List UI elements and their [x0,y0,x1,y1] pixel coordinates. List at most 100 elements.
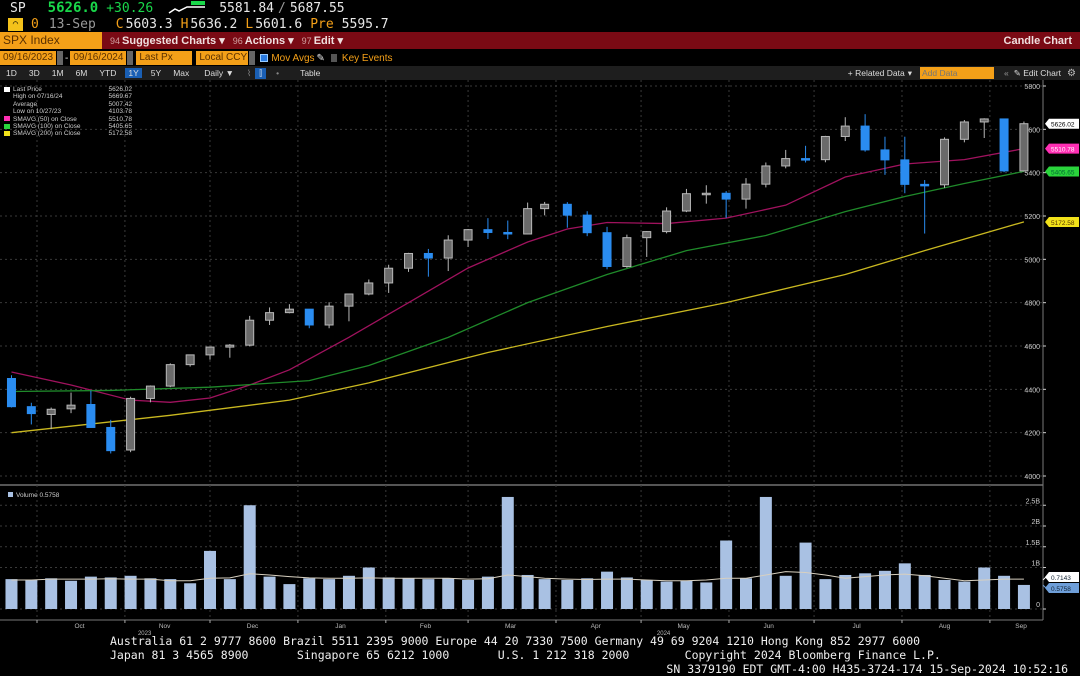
period-3d[interactable]: 3D [28,68,40,78]
volume-bar [779,575,792,609]
volume-tick-label: 0 [1036,602,1040,609]
volume-value-tag: 0.5758 [1051,586,1071,593]
period-1m[interactable]: 1M [51,68,64,78]
start-date-spinner[interactable] [57,51,63,65]
candle-chart-icon[interactable]: ⫿ [255,67,267,79]
price-value-tag-bg [1045,118,1079,129]
pencil-icon[interactable]: ✎ [316,52,325,64]
candle-body [503,231,513,235]
volume-bar [124,575,137,609]
candle-body [364,282,374,295]
suggested-charts-menu[interactable]: 94 Suggested Charts ▾ [110,35,225,47]
candle-body [959,121,969,140]
candle-body [463,229,473,241]
end-date-field[interactable]: 09/16/2024 [70,51,127,65]
volume-tick-label: 2.5B [1026,498,1041,505]
candle-body [205,346,215,356]
related-data-button[interactable]: + Related Data [847,68,905,78]
candle-body [701,192,711,196]
legend-swatch [4,109,10,114]
price-value-tag-bg [1045,166,1079,177]
legend-value: 5405.65 [108,123,133,131]
add-data-input[interactable] [920,67,995,79]
settings-gear-icon[interactable]: ⚙ [1067,67,1076,79]
price-value-tag: 5405.65 [1051,169,1075,176]
legend-item: High on 07/16/24 5669.67 [4,93,132,100]
mov-avgs-checkbox[interactable] [260,54,269,62]
price-panel [0,80,1043,484]
volume-value-tag-bg [1045,572,1079,583]
candle-body [741,183,751,200]
volume-value-tag: 0.7143 [1051,575,1071,582]
month-label: Aug [939,623,951,630]
volume-bar [998,575,1011,609]
more-dot[interactable]: • [276,68,280,78]
volume-bar [620,577,633,609]
volume-bar [938,579,951,609]
legend-label: SMAVG (50) on Close [13,115,77,123]
year-label: 2024 [657,631,671,635]
bloomberg-footer: Australia 61 2 9777 8600 Brazil 5511 239… [0,634,1080,676]
month-label: Jul [852,623,861,630]
footer-phones-1: Australia 61 2 9777 8600 Brazil 5511 239… [110,634,921,648]
alert-icon[interactable]: ⌒ [8,18,23,31]
menu-key: 97 [301,36,312,46]
net-change: +30.26 [106,0,154,16]
period-ytd[interactable]: YTD [99,68,117,78]
collapse-button[interactable]: « [1004,68,1009,78]
legend-label: SMAVG (200) on Close [13,130,81,138]
edit-chart-button[interactable]: ✎ Edit Chart [1013,67,1062,78]
price-value-tag: 5510.78 [1051,147,1075,154]
candle-body [920,183,930,187]
candle-chart[interactable]: 4000 4200 4400 4600 4800 5000 5200 5400 5600 5800… [0,80,1080,635]
period-1y[interactable]: 1Y [125,68,142,78]
related-data-dropdown[interactable]: ▾ [907,67,913,78]
volume-bar [144,578,157,609]
volume-bar [601,571,614,609]
edit-chart-label: Edit Chart [1023,67,1062,78]
table-button[interactable]: Table [300,68,321,78]
volume-bar [223,579,236,609]
month-label: Jun [763,623,774,630]
period-1d[interactable]: 1D [6,68,17,78]
candle-body [245,319,255,346]
candle-body [6,378,16,408]
candle-body [284,308,294,314]
low-value: 5601.6 [255,17,303,32]
candle-body [721,192,731,200]
actions-menu[interactable]: 96 Actions ▾ [232,35,294,47]
volume-bar [700,582,713,609]
pre-label: Pre [310,17,334,32]
candle-body [106,426,116,452]
candle-body [840,125,850,137]
ticker: SP [10,0,26,16]
line-chart-icon[interactable]: ⌇ [246,67,252,78]
price-value-tag-bg [1045,216,1079,227]
currency-dropdown[interactable] [249,51,256,65]
key-events-checkbox[interactable] [330,54,337,62]
start-date-field[interactable]: 09/16/2023 [0,51,56,65]
currency-selector[interactable]: Local CCY [196,51,249,65]
candle-body [681,193,691,212]
ohlc-line: ⌒ 0 13-Sep C 5603.3 H 5636.2 L 5601.6 Pr… [0,16,1080,33]
candle-body [562,203,572,216]
security-field[interactable]: SPX Index [0,32,102,49]
candle-body [86,404,96,428]
period-max[interactable]: Max [173,68,190,78]
frequency-dropdown[interactable]: Daily ▼ [204,68,234,78]
period-5y[interactable]: 5Y [150,68,162,78]
period-6m[interactable]: 6M [75,68,88,78]
candle-body [384,267,394,284]
range-high: 5687.55 [289,0,345,16]
end-date-spinner[interactable] [127,51,134,65]
volume-bar [581,578,594,609]
field-selector[interactable]: Last Px [136,51,193,65]
menu-label: Suggested Charts [122,35,217,47]
price-tick-label: 4800 [1024,301,1040,308]
menu-bar: SPX Index 94 Suggested Charts ▾ 96 Actions… [0,32,1080,49]
candle-body [324,305,334,326]
edit-menu[interactable]: 97 Edit ▾ [301,35,344,47]
candle-body [582,214,592,234]
candle-body [900,159,910,185]
price-tick-label: 5400 [1024,171,1040,178]
